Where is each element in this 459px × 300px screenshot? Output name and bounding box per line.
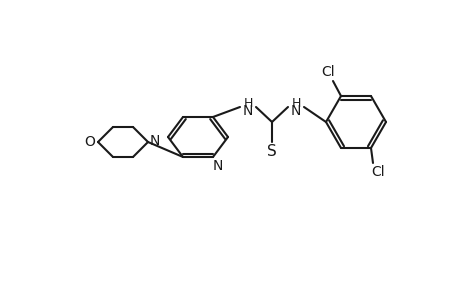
Text: Cl: Cl [370, 165, 384, 179]
Text: N: N [150, 134, 160, 148]
Text: N: N [242, 104, 252, 118]
Text: N: N [290, 104, 301, 118]
Text: O: O [84, 135, 95, 149]
Text: N: N [213, 159, 223, 173]
Text: H: H [243, 97, 252, 110]
Text: H: H [291, 97, 300, 110]
Text: Cl: Cl [320, 65, 334, 79]
Text: S: S [267, 143, 276, 158]
